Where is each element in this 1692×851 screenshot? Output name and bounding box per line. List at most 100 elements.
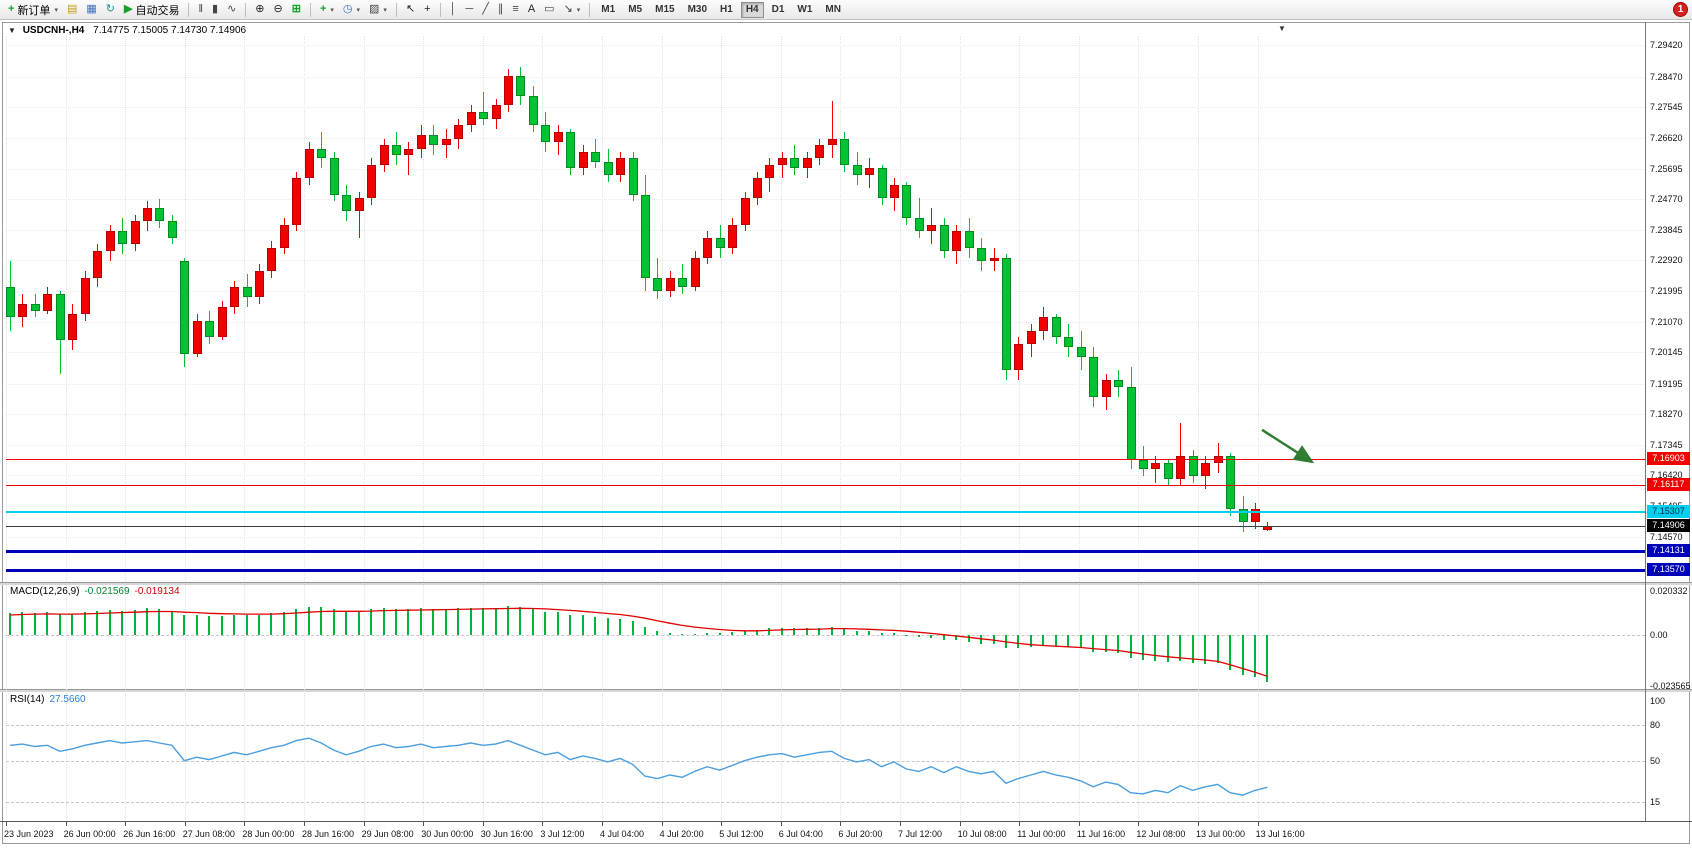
macd-histogram-bar [992, 634, 995, 644]
text-label-button[interactable]: ▭ [540, 1, 558, 18]
vertical-gridline [1019, 36, 1021, 820]
macd-histogram-bar [967, 634, 970, 642]
text-icon: A [527, 3, 536, 15]
fibonacci-button[interactable]: ≡ [508, 1, 522, 18]
arrows-button[interactable]: ↘ ▾ [560, 1, 585, 18]
candle-body [877, 168, 887, 199]
macd-histogram-bar [930, 634, 933, 638]
data-window-button[interactable]: ▦ [82, 1, 100, 18]
notification-badge[interactable]: 1 [1673, 2, 1688, 17]
time-tick [542, 822, 544, 826]
horizontal-line-icon: ─ [465, 3, 474, 15]
crosshair-button[interactable]: + [420, 1, 434, 18]
panel-separator[interactable] [0, 689, 1692, 692]
autotrading-button[interactable]: ▶ 自动交易 [120, 1, 183, 18]
macd-histogram-bar [208, 616, 211, 635]
timeframe-m30[interactable]: M30 [683, 2, 712, 18]
tile-windows-icon: ⊞ [291, 3, 301, 15]
horizontal-line-support-cyan[interactable] [6, 511, 1645, 514]
price-tag-resistance-2: 7.16117 [1647, 478, 1690, 492]
zoom-out-button[interactable]: ⊖ [270, 1, 287, 18]
crosshair-icon: + [424, 3, 431, 15]
zoom-in-button[interactable]: ⊕ [251, 1, 268, 18]
line-chart-button[interactable]: ∿ [223, 1, 240, 18]
horizontal-line-resistance-2[interactable] [6, 485, 1645, 487]
price-axis-label: 7.25695 [1650, 163, 1683, 174]
macd-histogram-bar [855, 630, 858, 635]
macd-histogram-bar [382, 608, 385, 635]
candle-wick [1180, 423, 1182, 487]
periods-button[interactable]: ◷ ▾ [339, 1, 364, 18]
candle-body [1201, 462, 1211, 477]
horizontal-gridline [6, 475, 1645, 477]
annotation-arrow[interactable] [1261, 428, 1315, 464]
indicators-button[interactable]: + ▾ [316, 1, 338, 18]
candle-body [491, 105, 501, 119]
candlestick-chart-button[interactable]: ▮ [208, 1, 222, 18]
text-button[interactable]: A [524, 1, 539, 18]
horizontal-line-support-blue-1[interactable] [6, 550, 1645, 554]
candlestick-chart-icon: ▮ [212, 3, 219, 15]
horizontal-line-resistance-1[interactable] [6, 459, 1645, 461]
candle-body [1163, 462, 1173, 480]
bar-chart-button[interactable]: ‖ [194, 1, 207, 18]
timeframe-d1[interactable]: D1 [767, 2, 790, 18]
time-axis-label: 28 Jun 16:00 [302, 829, 355, 839]
channel-button[interactable]: ∥ [494, 1, 508, 18]
macd-histogram-bar [1117, 634, 1120, 653]
candle-body [391, 145, 401, 156]
macd-histogram-bar [332, 609, 335, 635]
candle-body [429, 135, 439, 146]
horizontal-gridline [6, 137, 1645, 139]
candle-body [367, 165, 377, 199]
price-axis-label: 7.18270 [1650, 409, 1683, 420]
candle-wick [358, 191, 360, 238]
macd-histogram-bar [394, 608, 397, 635]
macd-histogram-bar [282, 611, 285, 635]
panel-separator[interactable] [0, 582, 1692, 585]
cursor-icon: ↖ [405, 3, 416, 15]
timeframe-m5[interactable]: M5 [623, 2, 647, 18]
macd-histogram-bar [494, 608, 497, 635]
navigator-button[interactable]: ↻ [102, 1, 119, 18]
chart-shift-marker[interactable]: ▼ [1278, 24, 1286, 33]
candle-body [304, 148, 314, 179]
timeframe-m1[interactable]: M1 [596, 2, 620, 18]
candle-body [1188, 456, 1198, 477]
horizontal-gridline [6, 229, 1645, 231]
horizontal-gridline [6, 76, 1645, 78]
vertical-gridline [602, 36, 603, 820]
horizontal-line-button[interactable]: ─ [461, 1, 477, 18]
horizontal-line-current-price[interactable] [6, 525, 1645, 527]
trendline-button[interactable]: ╱ [478, 1, 493, 18]
price-axis-label: 7.29420 [1650, 40, 1683, 51]
time-tick [6, 822, 7, 826]
macd-histogram-bar [1266, 634, 1269, 682]
one-click-trading-toggle[interactable]: ▼ [8, 26, 16, 35]
time-tick [721, 822, 723, 826]
macd-histogram-bar [905, 634, 908, 636]
macd-histogram-bar [631, 621, 634, 635]
timeframe-w1[interactable]: W1 [792, 2, 817, 18]
macd-histogram-bar [980, 634, 983, 644]
horizontal-line-support-blue-2[interactable] [6, 568, 1645, 572]
macd-histogram-bar [805, 628, 808, 635]
macd-histogram-bar [706, 632, 709, 635]
price-axis-label: 7.17345 [1650, 439, 1683, 450]
new-order-button[interactable]: + 新订单 ▾ [4, 1, 62, 18]
templates-button[interactable]: ▨ ▾ [365, 1, 391, 18]
market-watch-button[interactable]: ▤ [63, 1, 81, 18]
rsi-level-line [6, 802, 1645, 804]
cursor-button[interactable]: ↖ [402, 1, 419, 18]
timeframe-m15[interactable]: M15 [650, 2, 679, 18]
time-tick [184, 822, 186, 826]
macd-histogram-bar [21, 612, 24, 635]
candle-body [616, 158, 626, 175]
candle-body [317, 148, 327, 159]
timeframe-h1[interactable]: H1 [715, 2, 738, 18]
candle-wick [918, 198, 920, 238]
tile-windows-button[interactable]: ⊞ [288, 1, 305, 18]
vertical-line-button[interactable]: │ [446, 1, 461, 18]
timeframe-mn[interactable]: MN [820, 2, 846, 18]
timeframe-h4[interactable]: H4 [740, 1, 764, 18]
